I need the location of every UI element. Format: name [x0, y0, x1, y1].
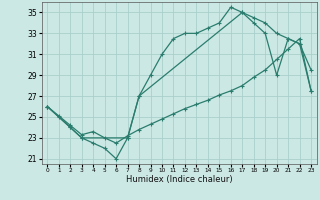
- X-axis label: Humidex (Indice chaleur): Humidex (Indice chaleur): [126, 175, 233, 184]
